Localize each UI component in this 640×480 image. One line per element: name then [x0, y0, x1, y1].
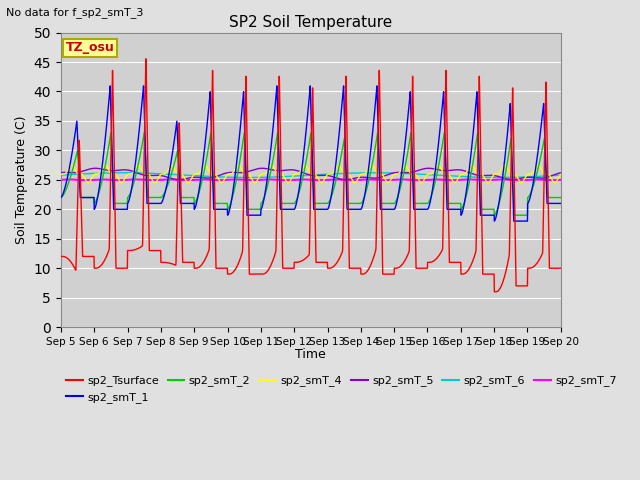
sp2_smT_4	[325, 171, 333, 177]
Y-axis label: Soil Temperature (C): Soil Temperature (C)	[15, 116, 28, 244]
sp2_smT_7	[513, 177, 520, 183]
X-axis label: Time: Time	[296, 348, 326, 361]
sp2_smT_4	[557, 172, 564, 178]
sp2_smT_2	[490, 212, 498, 218]
sp2_smT_7	[336, 177, 344, 182]
sp2_smT_2	[57, 195, 65, 201]
Line: sp2_Tsurface: sp2_Tsurface	[61, 59, 561, 292]
sp2_smT_5	[196, 175, 204, 180]
sp2_smT_5	[527, 174, 535, 180]
sp2_smT_4	[518, 180, 525, 186]
sp2_smT_1	[527, 192, 535, 197]
sp2_smT_2	[336, 160, 344, 166]
sp2_smT_6	[196, 173, 204, 179]
sp2_Tsurface	[325, 265, 333, 271]
sp2_Tsurface	[557, 265, 564, 271]
sp2_Tsurface	[142, 56, 150, 61]
sp2_smT_1	[490, 218, 498, 224]
sp2_smT_4	[513, 173, 520, 179]
sp2_Tsurface	[196, 263, 204, 269]
sp2_smT_2	[325, 199, 333, 205]
sp2_smT_4	[456, 173, 463, 179]
Line: sp2_smT_2: sp2_smT_2	[61, 132, 561, 215]
sp2_smT_1	[196, 178, 204, 183]
sp2_smT_5	[92, 166, 99, 171]
sp2_smT_7	[527, 177, 534, 182]
Text: TZ_osu: TZ_osu	[66, 41, 115, 54]
sp2_smT_6	[495, 175, 502, 180]
sp2_Tsurface	[57, 253, 65, 259]
sp2_smT_5	[557, 170, 564, 176]
sp2_smT_6	[456, 174, 463, 180]
sp2_smT_7	[196, 177, 204, 182]
sp2_smT_6	[336, 171, 344, 177]
sp2_smT_2	[196, 184, 204, 190]
sp2_smT_6	[325, 171, 333, 177]
sp2_smT_4	[336, 163, 344, 169]
Line: sp2_smT_5: sp2_smT_5	[61, 168, 561, 180]
sp2_smT_6	[513, 174, 521, 180]
sp2_Tsurface	[456, 260, 463, 265]
sp2_smT_2	[513, 212, 521, 218]
Legend: sp2_Tsurface, sp2_smT_1, sp2_smT_2, sp2_smT_4, sp2_smT_5, sp2_smT_6, sp2_smT_7: sp2_Tsurface, sp2_smT_1, sp2_smT_2, sp2_…	[61, 371, 621, 407]
sp2_smT_4	[534, 162, 542, 168]
sp2_smT_7	[325, 177, 333, 183]
sp2_Tsurface	[527, 265, 535, 271]
Title: SP2 Soil Temperature: SP2 Soil Temperature	[229, 15, 392, 30]
sp2_smT_6	[57, 172, 65, 178]
sp2_smT_2	[107, 130, 115, 135]
sp2_smT_7	[456, 177, 463, 183]
sp2_smT_1	[57, 195, 65, 201]
sp2_smT_6	[120, 170, 127, 176]
Line: sp2_smT_4: sp2_smT_4	[61, 165, 561, 183]
sp2_smT_7	[57, 177, 65, 183]
sp2_smT_6	[527, 174, 535, 180]
sp2_smT_4	[196, 168, 204, 174]
sp2_smT_5	[325, 173, 333, 179]
Text: No data for f_sp2_smT_3: No data for f_sp2_smT_3	[6, 7, 144, 18]
sp2_smT_1	[336, 123, 344, 129]
sp2_smT_2	[456, 201, 463, 206]
sp2_smT_7	[557, 177, 564, 183]
sp2_smT_5	[57, 170, 65, 176]
sp2_smT_5	[336, 176, 344, 182]
sp2_smT_5	[456, 167, 463, 173]
sp2_smT_1	[325, 203, 333, 209]
sp2_smT_1	[513, 218, 521, 224]
sp2_smT_1	[557, 201, 564, 206]
sp2_smT_2	[527, 190, 535, 195]
Line: sp2_smT_6: sp2_smT_6	[61, 173, 561, 178]
sp2_smT_4	[57, 172, 65, 178]
sp2_smT_7	[548, 177, 556, 183]
sp2_smT_2	[557, 195, 564, 201]
sp2_Tsurface	[513, 283, 521, 289]
sp2_smT_5	[508, 177, 516, 182]
Line: sp2_smT_1: sp2_smT_1	[61, 86, 561, 221]
sp2_smT_1	[456, 206, 463, 212]
sp2_Tsurface	[336, 254, 344, 260]
sp2_smT_7	[65, 177, 73, 182]
sp2_smT_6	[557, 172, 564, 178]
sp2_smT_1	[140, 83, 147, 89]
sp2_Tsurface	[490, 289, 498, 295]
sp2_smT_5	[513, 176, 521, 182]
sp2_smT_4	[527, 171, 534, 177]
